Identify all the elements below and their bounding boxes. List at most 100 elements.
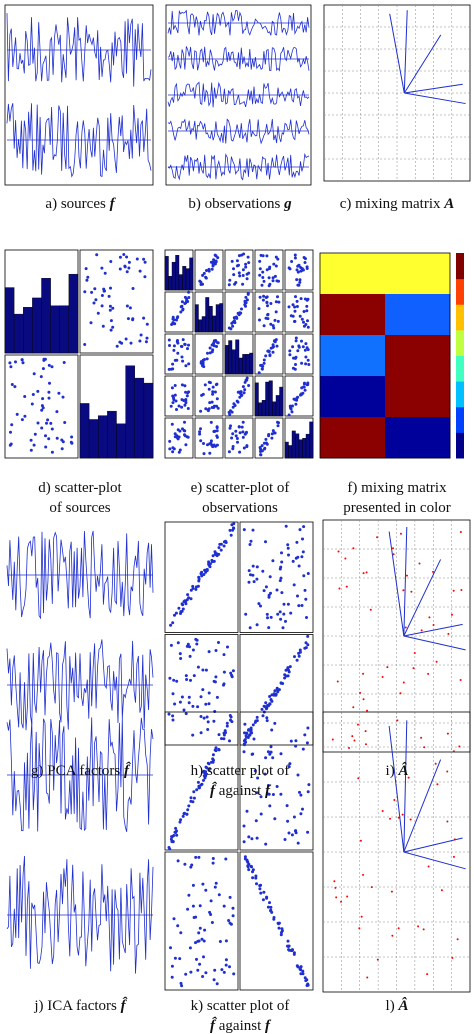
point xyxy=(201,273,205,277)
caption-text: observations xyxy=(202,500,278,516)
point xyxy=(216,341,220,345)
point xyxy=(200,393,204,397)
point xyxy=(290,833,294,837)
point xyxy=(460,588,463,591)
panel-frame xyxy=(164,333,194,375)
point xyxy=(401,813,404,816)
point xyxy=(261,270,265,274)
panel-frame xyxy=(164,521,239,633)
point xyxy=(302,385,306,389)
point xyxy=(434,762,437,765)
math-symbol: f̂ xyxy=(124,761,131,779)
point xyxy=(181,607,185,611)
point xyxy=(198,432,202,436)
point xyxy=(247,384,251,387)
point xyxy=(213,968,217,972)
point xyxy=(13,385,17,389)
point xyxy=(94,298,98,302)
panel-frame xyxy=(194,417,224,459)
point xyxy=(298,280,302,284)
point xyxy=(298,278,302,282)
point xyxy=(49,421,53,425)
point xyxy=(55,410,59,414)
point xyxy=(247,569,251,573)
point xyxy=(215,435,219,439)
point xyxy=(214,746,218,750)
point xyxy=(46,418,50,422)
point xyxy=(262,358,266,362)
point xyxy=(179,612,182,615)
point xyxy=(277,926,281,930)
point xyxy=(263,772,267,776)
hist-bar xyxy=(224,345,229,375)
heat-cell xyxy=(385,253,451,295)
point xyxy=(208,346,212,350)
point xyxy=(171,692,175,696)
point xyxy=(241,435,245,439)
point xyxy=(242,391,246,395)
point xyxy=(269,905,273,909)
point xyxy=(129,341,133,345)
point xyxy=(260,363,264,367)
point xyxy=(258,887,262,891)
point xyxy=(180,300,184,304)
hist-bar xyxy=(305,433,310,459)
point xyxy=(244,612,248,616)
point xyxy=(225,724,229,728)
point xyxy=(271,324,275,328)
point xyxy=(266,349,270,353)
caption-text: against xyxy=(215,1018,265,1034)
hist-bar xyxy=(79,403,90,459)
point xyxy=(231,914,235,918)
point xyxy=(199,361,203,365)
point xyxy=(235,259,239,263)
panel-frame xyxy=(224,375,254,417)
point xyxy=(60,447,64,451)
point xyxy=(206,409,210,413)
point xyxy=(263,447,266,451)
point xyxy=(197,784,201,788)
point xyxy=(245,376,249,380)
point xyxy=(10,423,14,427)
point xyxy=(304,597,308,601)
point xyxy=(303,381,306,385)
point xyxy=(440,889,443,892)
point xyxy=(231,432,235,436)
point xyxy=(172,834,176,837)
caption: a) sources f xyxy=(45,196,116,212)
point xyxy=(353,739,356,742)
point xyxy=(202,365,206,369)
hist-bar xyxy=(268,380,273,417)
point xyxy=(179,818,183,822)
point xyxy=(293,305,297,309)
hist-bar xyxy=(4,287,15,354)
point xyxy=(279,752,283,756)
point xyxy=(231,445,235,448)
point xyxy=(61,395,65,399)
point xyxy=(282,612,286,616)
point xyxy=(89,321,93,325)
panel-frame xyxy=(164,417,194,459)
point xyxy=(307,363,311,366)
point xyxy=(257,602,261,606)
signal xyxy=(167,9,310,36)
point xyxy=(239,390,243,394)
point xyxy=(200,574,204,578)
point xyxy=(229,327,233,331)
point xyxy=(142,316,146,320)
point xyxy=(93,287,97,291)
point xyxy=(260,367,264,371)
point xyxy=(220,737,223,741)
panel-frame xyxy=(165,4,312,186)
point xyxy=(181,603,185,607)
point xyxy=(305,741,309,745)
point xyxy=(195,957,198,961)
point xyxy=(336,680,339,683)
point xyxy=(170,386,174,390)
point xyxy=(301,550,305,554)
point xyxy=(417,925,420,928)
point xyxy=(432,623,435,626)
point xyxy=(294,336,298,340)
point xyxy=(370,886,373,889)
point xyxy=(291,559,295,563)
